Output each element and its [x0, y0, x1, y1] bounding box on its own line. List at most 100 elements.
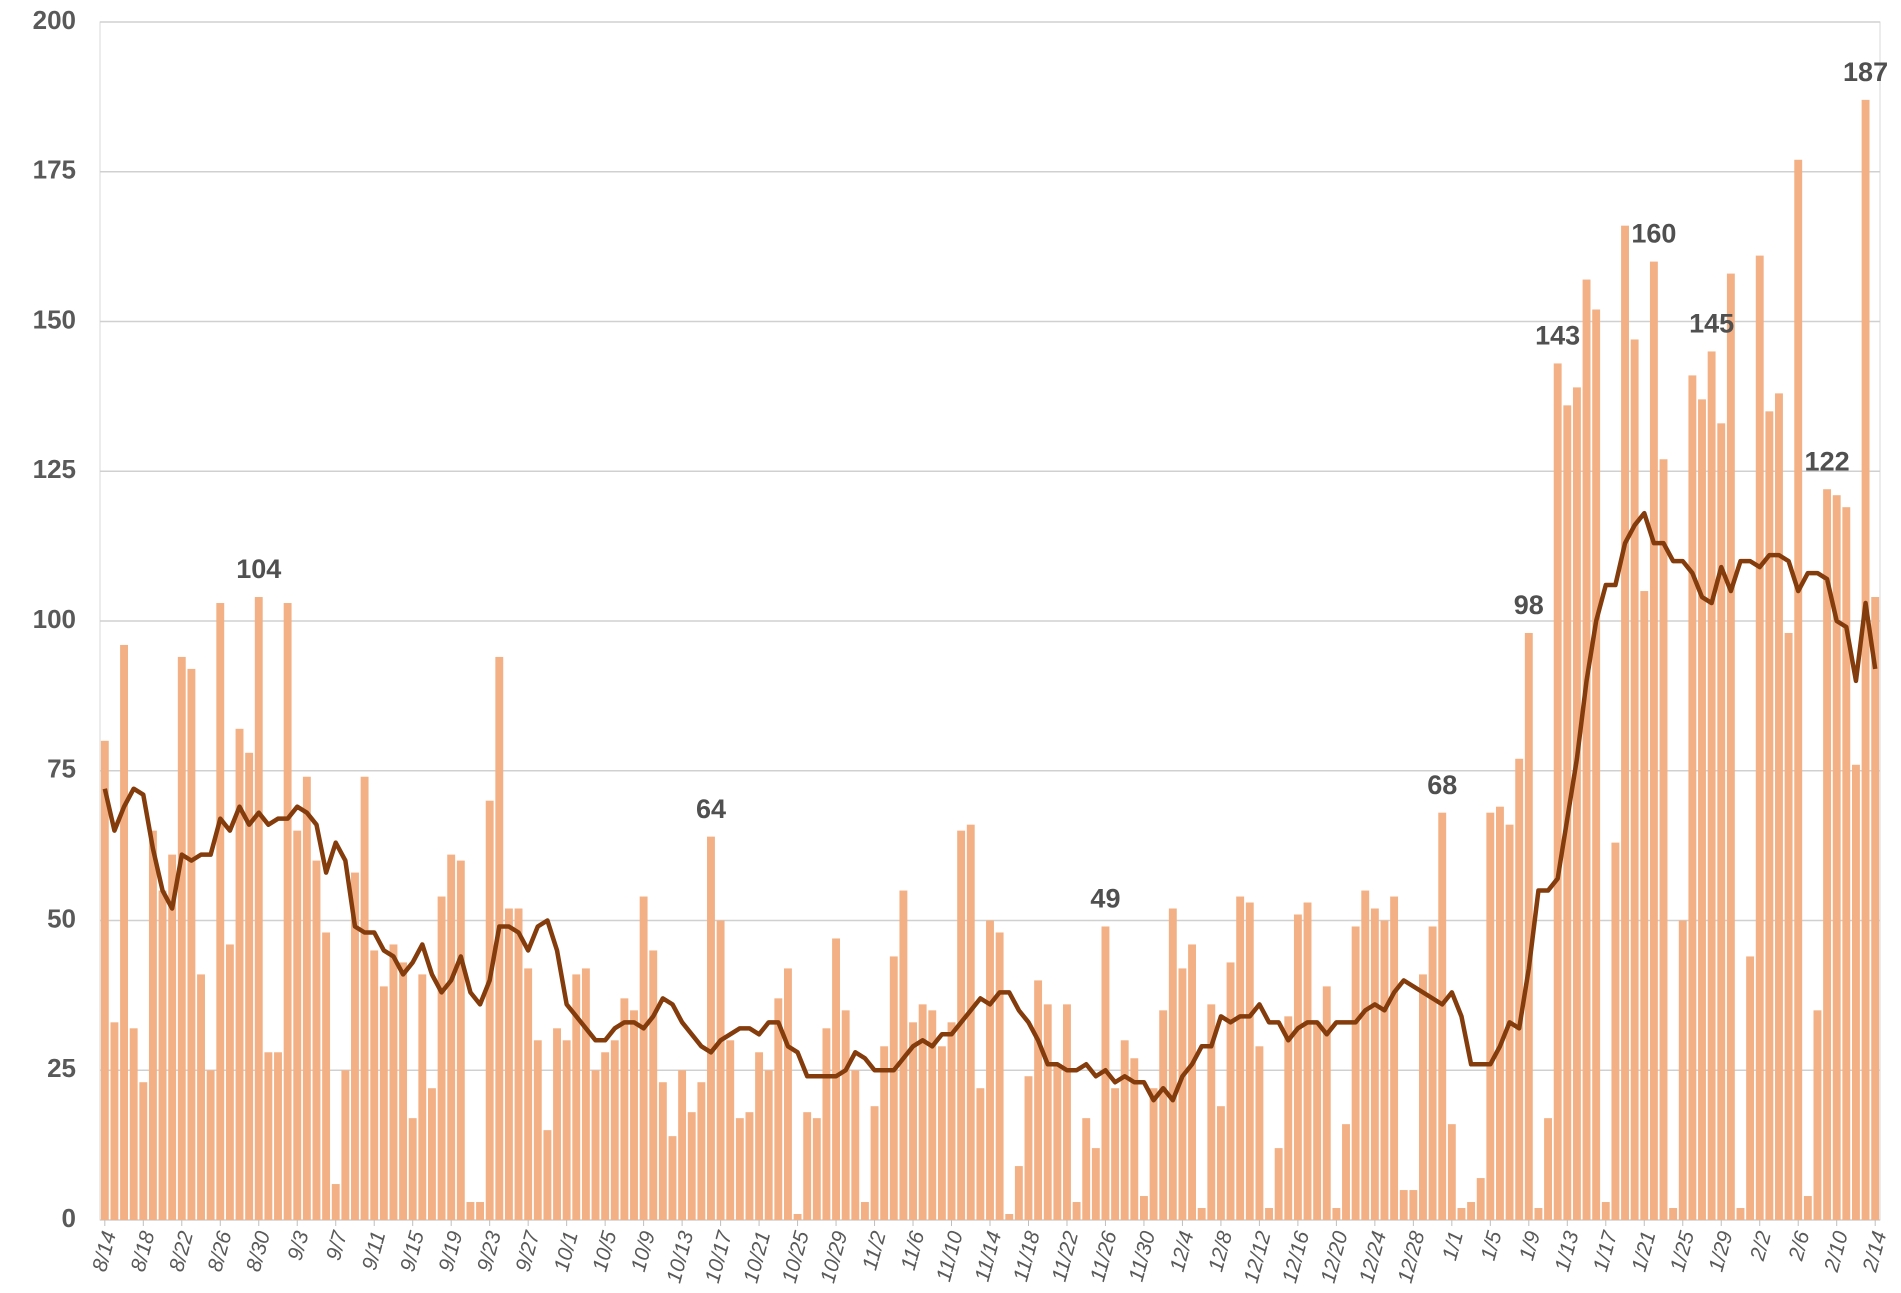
- bar: [610, 1040, 619, 1220]
- bar: [312, 860, 321, 1220]
- bar: [245, 752, 254, 1220]
- y-tick-label: 175: [33, 155, 76, 185]
- bar: [1293, 914, 1302, 1220]
- bar: [418, 974, 427, 1220]
- y-tick-label: 125: [33, 454, 76, 484]
- bar: [437, 896, 446, 1220]
- bar: [707, 836, 715, 1220]
- bar: [1871, 597, 1880, 1220]
- bar: [1649, 261, 1658, 1221]
- bar: [1197, 1208, 1206, 1220]
- bar: [947, 1022, 956, 1220]
- bar: [860, 1202, 869, 1220]
- bar: [1765, 411, 1774, 1221]
- bar: [812, 1118, 821, 1220]
- bar: [1592, 309, 1601, 1220]
- bar: [360, 776, 369, 1220]
- bar: [687, 1112, 696, 1220]
- bar: [1390, 896, 1399, 1220]
- bar: [389, 944, 398, 1220]
- bar: [1332, 1208, 1341, 1220]
- bar: [1803, 1196, 1812, 1220]
- bar: [591, 1070, 600, 1220]
- bar: [1043, 1004, 1052, 1220]
- bar: [158, 890, 167, 1220]
- bar: [524, 968, 533, 1220]
- bar: [1582, 279, 1591, 1220]
- bar: [456, 860, 465, 1220]
- bar: [995, 932, 1004, 1220]
- bar: [1823, 489, 1832, 1221]
- bar: [341, 1070, 350, 1220]
- data-label: 143: [1535, 321, 1580, 351]
- bar: [264, 1052, 273, 1220]
- bar: [1361, 890, 1370, 1220]
- bar: [1457, 1208, 1466, 1220]
- bar: [129, 1028, 138, 1220]
- bar: [168, 854, 177, 1220]
- bar: [1342, 1124, 1350, 1220]
- bar: [466, 1202, 475, 1220]
- bar: [784, 968, 792, 1220]
- bar: [1640, 591, 1649, 1220]
- y-tick-label: 75: [47, 754, 76, 784]
- bar: [1255, 1046, 1264, 1220]
- bar: [1024, 1076, 1033, 1220]
- y-tick-label: 150: [33, 304, 76, 334]
- bar: [986, 920, 994, 1220]
- bar: [639, 896, 648, 1220]
- bar: [918, 1004, 927, 1220]
- bar: [658, 1082, 667, 1220]
- bar: [100, 740, 109, 1220]
- bar: [1813, 1010, 1822, 1220]
- bar: [1717, 423, 1726, 1221]
- bar: [1534, 1208, 1543, 1220]
- bar: [697, 1082, 706, 1220]
- bar: [1553, 363, 1562, 1220]
- bar: [1159, 1010, 1168, 1220]
- bar: [1669, 1208, 1678, 1220]
- bar: [1524, 632, 1533, 1220]
- bar: [1216, 1106, 1225, 1220]
- bar: [1274, 1148, 1283, 1220]
- bar: [803, 1112, 812, 1220]
- bar: [543, 1130, 552, 1220]
- bar: [1063, 1004, 1071, 1220]
- bar: [841, 1010, 850, 1220]
- bar: [1678, 920, 1687, 1220]
- data-label: 68: [1427, 770, 1457, 800]
- bar: [235, 728, 244, 1220]
- y-tick-label: 50: [47, 903, 76, 933]
- bar: [1265, 1208, 1273, 1220]
- bar: [966, 824, 975, 1220]
- bar: [1794, 159, 1803, 1220]
- bar: [678, 1070, 687, 1220]
- bar: [379, 986, 388, 1220]
- bar: [1168, 908, 1177, 1220]
- bar: [139, 1082, 148, 1220]
- bar: [206, 1070, 215, 1220]
- bar: [620, 998, 629, 1220]
- bar: [1140, 1196, 1148, 1220]
- bar: [562, 1040, 571, 1220]
- bar: [274, 1052, 282, 1220]
- bar: [1053, 1064, 1062, 1220]
- bar: [1428, 926, 1437, 1220]
- bar: [880, 1046, 889, 1220]
- bar: [1842, 507, 1851, 1220]
- bar: [1447, 1124, 1456, 1220]
- bar: [716, 920, 725, 1220]
- bar: [1611, 842, 1620, 1220]
- bar: [601, 1052, 610, 1220]
- bar: [1419, 974, 1427, 1220]
- bar: [1034, 980, 1043, 1220]
- moving-average-line: [102, 510, 1878, 1103]
- bar: [889, 956, 898, 1220]
- bar: [1120, 1040, 1129, 1220]
- bar: [1726, 273, 1735, 1221]
- data-label: 104: [236, 554, 281, 584]
- bar: [1698, 399, 1706, 1220]
- bar: [735, 1118, 744, 1220]
- bar: [408, 1118, 417, 1220]
- bar: [514, 908, 523, 1220]
